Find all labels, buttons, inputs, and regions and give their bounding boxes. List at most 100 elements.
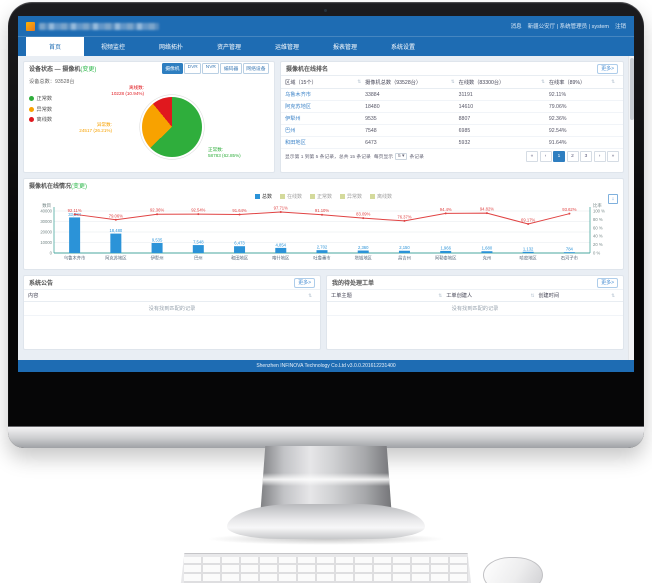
- sort-icon[interactable]: ⇅: [611, 292, 615, 298]
- page-button[interactable]: ›: [593, 151, 606, 162]
- table-row[interactable]: 巴州 7548 6985 92.54%: [281, 125, 623, 137]
- table-row[interactable]: 阿克苏地区 18480 14610 79.06%: [281, 101, 623, 113]
- svg-text:92.54%: 92.54%: [191, 208, 205, 213]
- save-image-icon[interactable]: ↓: [608, 194, 618, 204]
- pie-chart-area: 设备总数：93528台 正常数 异常数 离线数 正常数: 58783 (62.85%)…: [24, 75, 274, 171]
- app-logo-text-blurred: [39, 22, 159, 30]
- legend-label: 正常数: [36, 96, 53, 102]
- svg-text:60 %: 60 %: [593, 225, 603, 230]
- chart-legend-item[interactable]: 在线数: [279, 193, 302, 200]
- svg-text:吐鲁番市: 吐鲁番市: [313, 255, 331, 262]
- svg-text:69.17%: 69.17%: [521, 217, 535, 222]
- online-cell: 5932: [458, 139, 471, 146]
- chart-legend-item[interactable]: 正常数: [309, 193, 332, 200]
- table-row[interactable]: 乌鲁木齐市 33884 31191 92.11%: [281, 89, 623, 101]
- nav-tab-label: 视频监控: [100, 45, 125, 51]
- svg-text:1,680: 1,680: [481, 246, 492, 251]
- panel-header: 我的待处理工单 更多>: [327, 276, 623, 289]
- pie-slice-label: 正常数: 58783 (62.85%): [208, 147, 241, 158]
- scrollbar-thumb[interactable]: [629, 58, 634, 120]
- svg-text:80 %: 80 %: [593, 217, 603, 222]
- total-cell: 9535: [365, 115, 377, 122]
- nav-tab[interactable]: 首页: [26, 37, 84, 56]
- legend-label: 在线数: [286, 194, 302, 200]
- region-link[interactable]: 阿克苏地区: [285, 104, 311, 110]
- device-type-button[interactable]: 编码器: [220, 63, 242, 74]
- device-type-button[interactable]: NVR: [202, 63, 220, 74]
- region-link[interactable]: 伊犁州: [285, 116, 301, 122]
- column-header: 在线数（83300台） ⇅: [458, 79, 545, 86]
- table-row[interactable]: 和田地区 6473 5932 91.64%: [281, 137, 623, 149]
- page-button[interactable]: 2: [566, 151, 579, 162]
- legend-label: 正常数: [316, 194, 332, 200]
- page-scrollbar[interactable]: [628, 56, 634, 360]
- region-link[interactable]: 乌鲁木齐市: [285, 92, 311, 98]
- page-size-select[interactable]: 5 ▾: [395, 153, 408, 160]
- nav-tab[interactable]: 报表管理: [316, 37, 374, 56]
- svg-text:伊犁州: 伊犁州: [150, 255, 163, 262]
- svg-text:阿勒泰地区: 阿勒泰地区: [434, 255, 456, 262]
- svg-text:76.37%: 76.37%: [397, 214, 411, 219]
- svg-text:昌吉州: 昌吉州: [398, 256, 411, 262]
- region-link[interactable]: 巴州: [285, 128, 296, 134]
- page-button[interactable]: ‹: [539, 151, 552, 162]
- messages-link[interactable]: 消息: [510, 24, 522, 30]
- sort-icon[interactable]: ⇅: [611, 79, 615, 84]
- region-link[interactable]: 和田地区: [285, 140, 306, 146]
- bar-line-chart[interactable]: 0 10000 20000 30000 40000 0 % 20 % 40 % 60 % 80 %…: [28, 201, 620, 267]
- empty-message: 没有找到匹配的记录: [327, 302, 623, 316]
- pie-legend-item[interactable]: 离线数: [29, 116, 52, 123]
- mouse: [483, 557, 543, 583]
- online-cell: 14610: [458, 103, 474, 110]
- chart-legend-item[interactable]: 总数: [254, 193, 272, 200]
- pie-chart[interactable]: [142, 97, 202, 157]
- nav-tab[interactable]: 资产管理: [200, 37, 258, 56]
- sort-icon[interactable]: ⇅: [450, 79, 455, 84]
- column-header: 工单创建人 ⇅: [446, 292, 535, 300]
- page-button[interactable]: 3: [580, 151, 592, 162]
- device-type-buttons: 摄像机 DVR NVR 编码器 网络设备: [161, 63, 269, 74]
- svg-text:喀什地区: 喀什地区: [272, 255, 290, 262]
- page-button[interactable]: »: [607, 151, 619, 162]
- nav-tab[interactable]: 网络拓扑: [142, 37, 200, 56]
- sort-icon[interactable]: ⇅: [308, 292, 312, 298]
- sort-icon[interactable]: ⇅: [541, 79, 545, 84]
- legend-swatch: [254, 194, 260, 199]
- svg-text:6,473: 6,473: [234, 241, 245, 246]
- nav-tab[interactable]: 系统设置: [374, 37, 432, 56]
- svg-text:石河子市: 石河子市: [560, 255, 578, 262]
- sort-icon[interactable]: ⇅: [357, 79, 362, 84]
- page-button[interactable]: 1: [553, 151, 565, 162]
- more-button[interactable]: 更多>: [597, 63, 618, 74]
- chart-legend-item[interactable]: 异常数: [340, 193, 362, 200]
- legend-swatch: [370, 194, 376, 199]
- logout-link[interactable]: 注销: [614, 24, 626, 30]
- screen: 消息 新疆公安厅 | 系统管理员 | system 注销 首页 视频监控: [18, 16, 634, 372]
- device-type-button[interactable]: DVR: [184, 63, 202, 74]
- svg-text:4,854: 4,854: [275, 242, 286, 247]
- chart-legend-item[interactable]: 离线数: [370, 193, 392, 200]
- svg-text:1,966: 1,966: [440, 245, 451, 250]
- nav-tab[interactable]: 视频监控: [84, 37, 142, 56]
- panel-header: 摄像机在线情况 (变更): [24, 179, 623, 192]
- svg-text:91.10%: 91.10%: [314, 208, 328, 213]
- pie-legend-item[interactable]: 异常数: [29, 106, 52, 113]
- table-header: 内容 ⇅: [24, 289, 320, 302]
- more-button[interactable]: 更多>: [597, 277, 618, 288]
- page-button[interactable]: «: [526, 151, 538, 162]
- app-logo-icon: [26, 21, 35, 31]
- total-cell: 33884: [365, 91, 380, 98]
- panel-header: 系统公告 更多>: [24, 276, 320, 289]
- sort-icon[interactable]: ⇅: [438, 292, 443, 298]
- device-type-button[interactable]: 网络设备: [242, 63, 269, 74]
- svg-text:2,150: 2,150: [399, 245, 410, 250]
- device-type-button[interactable]: 摄像机: [161, 63, 184, 74]
- pie-legend-item[interactable]: 正常数: [29, 95, 52, 102]
- page-size-prefix: 每页显示: [373, 155, 394, 160]
- nav-tab-label: 首页: [48, 45, 61, 51]
- table-row[interactable]: 伊犁州 9535 8807 92.36%: [281, 113, 623, 125]
- sort-icon[interactable]: ⇅: [530, 292, 535, 298]
- nav-tab[interactable]: 运维管理: [258, 37, 316, 56]
- more-button[interactable]: 更多>: [294, 277, 315, 288]
